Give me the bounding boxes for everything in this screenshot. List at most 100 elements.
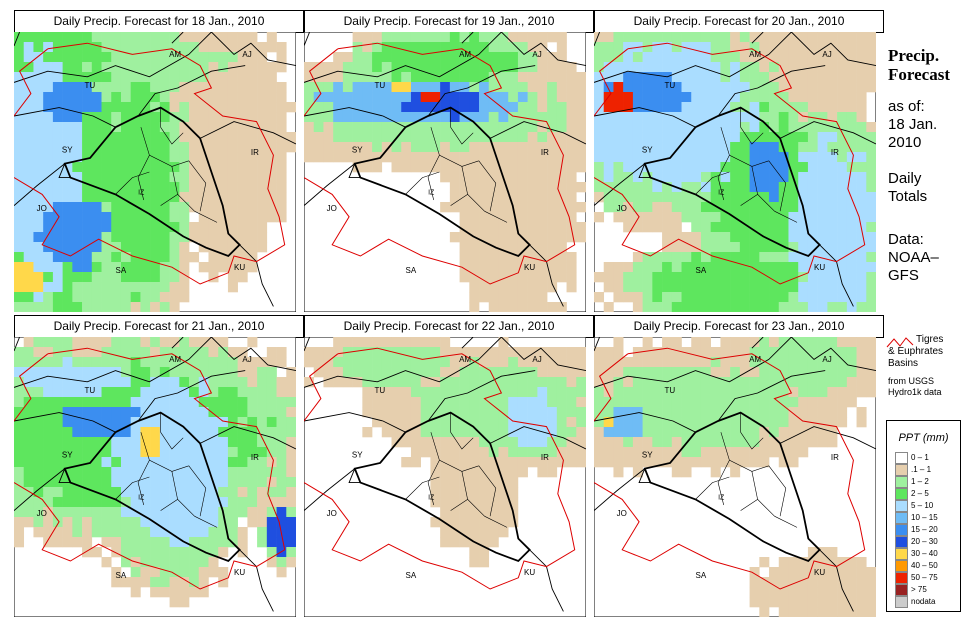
- precip-cell: [111, 202, 122, 213]
- precip-cell: [498, 487, 509, 498]
- precip-cell: [52, 282, 63, 293]
- country-label: AJ: [242, 355, 251, 364]
- precip-cell: [817, 292, 828, 303]
- precip-cell: [517, 292, 528, 303]
- precip-cell: [488, 477, 499, 488]
- precip-cell: [623, 152, 634, 163]
- precip-cell: [208, 347, 219, 358]
- precip-cell: [778, 292, 789, 303]
- precip-cell: [469, 417, 480, 428]
- precip-cell: [130, 232, 141, 243]
- precip-cell: [420, 387, 431, 398]
- precip-cell: [130, 202, 141, 213]
- precip-cell: [257, 112, 268, 123]
- precip-cell: [247, 487, 258, 498]
- precip-cell: [33, 182, 44, 193]
- precip-cell: [827, 547, 838, 558]
- precip-cell: [856, 32, 867, 43]
- precip-cell: [730, 447, 741, 458]
- country-border: [751, 32, 764, 44]
- precip-cell: [479, 172, 490, 183]
- precip-cell: [276, 82, 287, 93]
- precip-cell: [198, 377, 209, 388]
- precip-cell: [150, 347, 161, 358]
- precip-cell: [827, 52, 838, 63]
- precip-cell: [218, 192, 229, 203]
- precip-cell: [381, 417, 392, 428]
- precip-cell: [594, 387, 605, 398]
- precip-cell: [120, 182, 131, 193]
- sidebar-title-line1: Precip.: [888, 46, 940, 65]
- precip-cell: [430, 42, 441, 53]
- precip-cell: [449, 202, 460, 213]
- precip-cell: [778, 577, 789, 588]
- precip-cell: [739, 272, 750, 283]
- precip-cell: [23, 437, 34, 448]
- precip-cell: [837, 407, 848, 418]
- precip-cell: [247, 52, 258, 63]
- precip-cell: [459, 142, 470, 153]
- precip-cell: [759, 122, 770, 133]
- precip-cell: [257, 42, 268, 53]
- precip-cell: [837, 302, 848, 312]
- province-border: [188, 465, 207, 517]
- precip-cell: [266, 202, 277, 213]
- precip-cell: [662, 52, 673, 63]
- precip-cell: [120, 557, 131, 568]
- province-border: [188, 160, 207, 212]
- precip-cell: [681, 182, 692, 193]
- precip-cell: [527, 192, 538, 203]
- precip-cell: [111, 517, 122, 528]
- precip-cell: [159, 587, 170, 598]
- precip-cell: [52, 32, 63, 43]
- precip-cell: [846, 202, 857, 213]
- precip-cell: [218, 497, 229, 508]
- precip-cell: [817, 597, 828, 608]
- precip-cell: [159, 437, 170, 448]
- basin-boundary: [304, 347, 576, 590]
- precip-cell: [381, 377, 392, 388]
- precip-cell: [381, 367, 392, 378]
- precip-cell: [169, 222, 180, 233]
- precip-cell: [527, 437, 538, 448]
- precip-cell: [623, 417, 634, 428]
- precip-cell: [72, 242, 83, 253]
- precip-cell: [517, 357, 528, 368]
- precip-cell: [807, 112, 818, 123]
- precip-cell: [469, 427, 480, 438]
- precip-cell: [642, 367, 653, 378]
- precip-cell: [613, 162, 624, 173]
- precip-cell: [401, 72, 412, 83]
- precip-cell: [837, 597, 848, 608]
- legend-label: 1 – 2: [911, 477, 929, 486]
- precip-cell: [556, 122, 567, 133]
- precip-cell: [43, 62, 54, 73]
- precip-cell: [101, 92, 112, 103]
- precip-cell: [120, 92, 131, 103]
- country-border: [427, 370, 536, 422]
- precip-cell: [856, 172, 867, 183]
- precip-cell: [150, 192, 161, 203]
- precip-cell: [23, 347, 34, 358]
- precip-cell: [759, 182, 770, 193]
- precip-cell: [323, 142, 334, 153]
- precip-cell: [691, 387, 702, 398]
- precip-cell: [827, 142, 838, 153]
- precip-cell: [681, 102, 692, 113]
- precip-cell: [159, 102, 170, 113]
- precip-cell: [150, 122, 161, 133]
- precip-cell: [730, 337, 741, 348]
- precip-cell: [218, 232, 229, 243]
- precip-cell: [189, 407, 200, 418]
- precip-cell: [566, 192, 577, 203]
- precip-cell: [237, 242, 248, 253]
- precip-cell: [266, 517, 277, 528]
- precip-cell: [720, 242, 731, 253]
- precip-cell: [498, 302, 509, 312]
- precip-cell: [566, 82, 577, 93]
- precip-cell: [120, 347, 131, 358]
- precip-cell: [189, 162, 200, 173]
- precip-cell: [218, 517, 229, 528]
- precip-cell: [739, 222, 750, 233]
- precip-cell: [101, 262, 112, 273]
